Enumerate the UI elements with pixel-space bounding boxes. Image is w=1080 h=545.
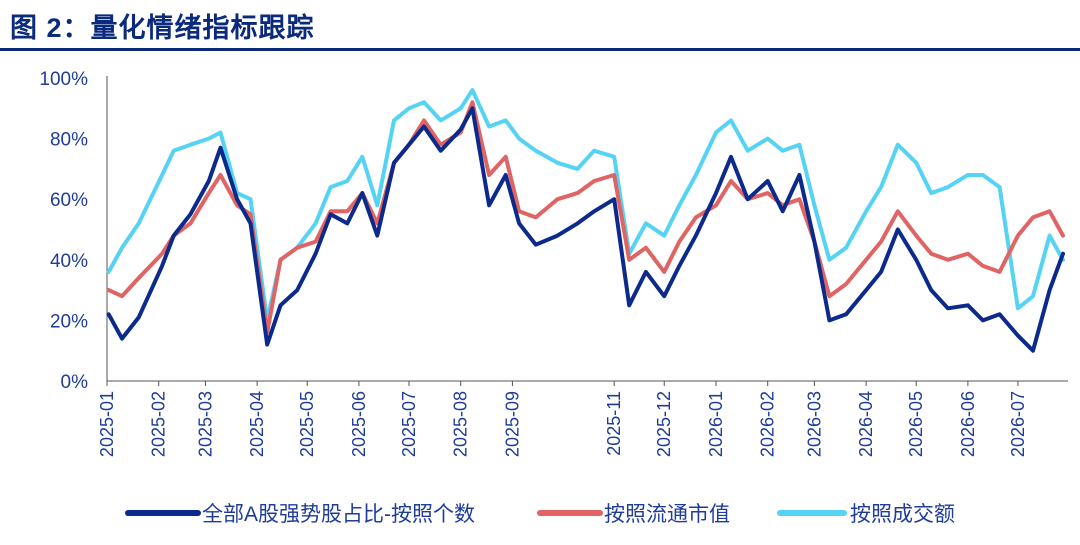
title-underline xyxy=(0,48,1080,51)
legend-label: 按照成交额 xyxy=(850,503,955,526)
x-tick-label: 2026-06 xyxy=(958,391,978,457)
x-tick-label: 2025-02 xyxy=(149,391,169,457)
x-tick-label: 2026-01 xyxy=(706,391,726,457)
y-axis-ticks: 0% 20% 40% 60% 80% 100% xyxy=(39,69,88,393)
y-tick-label: 0% xyxy=(61,372,89,393)
x-tick-label: 2026-04 xyxy=(856,391,876,457)
y-tick-label: 20% xyxy=(50,311,88,332)
y-tick-label: 100% xyxy=(39,69,88,90)
legend: 全部A股强势股占比-按照个数 按照流通市值 按照成交额 xyxy=(125,503,955,526)
x-tick-label: 2026-03 xyxy=(804,391,824,457)
axes xyxy=(106,76,1068,382)
x-tick-label: 2026-05 xyxy=(906,391,926,457)
legend-item-turnover: 按照成交额 xyxy=(777,503,955,526)
x-tick-label: 2025-11 xyxy=(604,391,624,456)
legend-item-float-mv: 按照流通市值 xyxy=(537,503,730,526)
legend-label: 全部A股强势股占比-按照个数 xyxy=(202,503,475,526)
x-tick-label: 2025-05 xyxy=(297,391,317,457)
y-tick-label: 40% xyxy=(50,251,88,272)
y-tick-label: 60% xyxy=(50,190,88,211)
x-tick-label: 2025-03 xyxy=(195,391,215,457)
legend-item-count: 全部A股强势股占比-按照个数 xyxy=(125,503,475,526)
x-tick-label: 2025-04 xyxy=(247,391,267,457)
x-tick-label: 2025-09 xyxy=(502,391,522,457)
x-tick-label: 2025-06 xyxy=(349,391,369,457)
x-axis-ticks: 2025-01 2025-02 2025-03 2025-04 2025-05 2025-… xyxy=(97,381,1028,457)
y-tick-label: 80% xyxy=(50,130,88,151)
series-line-turnover xyxy=(106,88,1065,323)
x-tick-label: 2025-07 xyxy=(399,391,419,457)
x-tick-label: 2025-01 xyxy=(97,391,117,457)
legend-label: 按照流通市值 xyxy=(604,503,730,526)
x-tick-label: 2026-07 xyxy=(1008,391,1028,457)
series-lines xyxy=(106,88,1065,353)
series-line-count xyxy=(106,106,1065,353)
figure-title: 图 2：量化情绪指标跟踪 xyxy=(10,13,315,43)
x-tick-label: 2026-02 xyxy=(758,391,778,457)
x-tick-label: 2025-12 xyxy=(654,391,674,457)
x-tick-label: 2025-08 xyxy=(451,391,471,457)
